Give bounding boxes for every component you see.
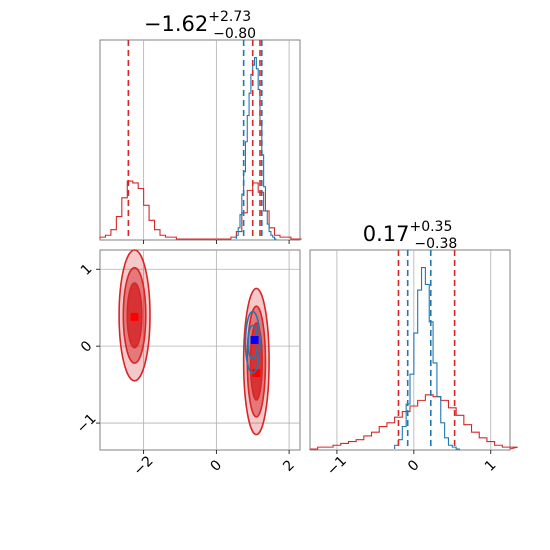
xtick-bottom-right-label: −1 bbox=[324, 453, 350, 479]
title-1-sub: −0.80 bbox=[213, 26, 256, 42]
xtick-bottom-right-label: 1 bbox=[482, 457, 500, 475]
hist-series bbox=[99, 180, 302, 240]
peak-marker bbox=[250, 336, 259, 344]
ytick-joint-label: −1 bbox=[74, 411, 100, 437]
peak-marker bbox=[130, 312, 139, 321]
ytick-joint-label: 1 bbox=[78, 261, 96, 279]
title-param-2: 0.17+0.35 −0.38 bbox=[363, 219, 458, 252]
title-1-sup: +2.73 bbox=[208, 9, 251, 25]
grid-top-left bbox=[143, 40, 290, 240]
panel-bottom-right: −1 0 1 bbox=[309, 249, 518, 479]
contours-joint bbox=[118, 249, 270, 436]
title-2-main: 0.17 bbox=[363, 222, 410, 246]
histogram-bottom-right bbox=[310, 267, 518, 450]
xtick-joint-label: −2 bbox=[131, 453, 157, 479]
quantile-lines-top-left bbox=[127, 40, 263, 240]
histogram-top-left bbox=[99, 57, 302, 240]
title-param-1: −1.62+2.73 −0.80 bbox=[144, 9, 256, 42]
hist-series bbox=[235, 57, 277, 240]
xticks-top-left bbox=[143, 240, 290, 244]
xtick-bottom-right-label: 0 bbox=[405, 457, 423, 475]
quantile-lines-bottom-right bbox=[397, 250, 456, 450]
contour-level bbox=[244, 310, 261, 374]
xtick-joint-label: 0 bbox=[208, 457, 226, 475]
grid-joint bbox=[100, 250, 300, 450]
title-2-sup: +0.35 bbox=[409, 219, 452, 235]
ytick-joint-label: 0 bbox=[78, 338, 96, 356]
panel-top-left bbox=[99, 39, 302, 244]
hist-series bbox=[394, 267, 460, 450]
title-1-main: −1.62 bbox=[144, 12, 208, 36]
peak-marker bbox=[252, 369, 261, 378]
xtick-joint-label: 2 bbox=[280, 457, 298, 475]
hist-series bbox=[310, 394, 518, 450]
title-2-sub: −0.38 bbox=[414, 236, 457, 252]
panel-joint: −2 0 2 −1 0 1 bbox=[74, 249, 301, 479]
ticks-bottom-right: −1 0 1 bbox=[324, 450, 500, 479]
